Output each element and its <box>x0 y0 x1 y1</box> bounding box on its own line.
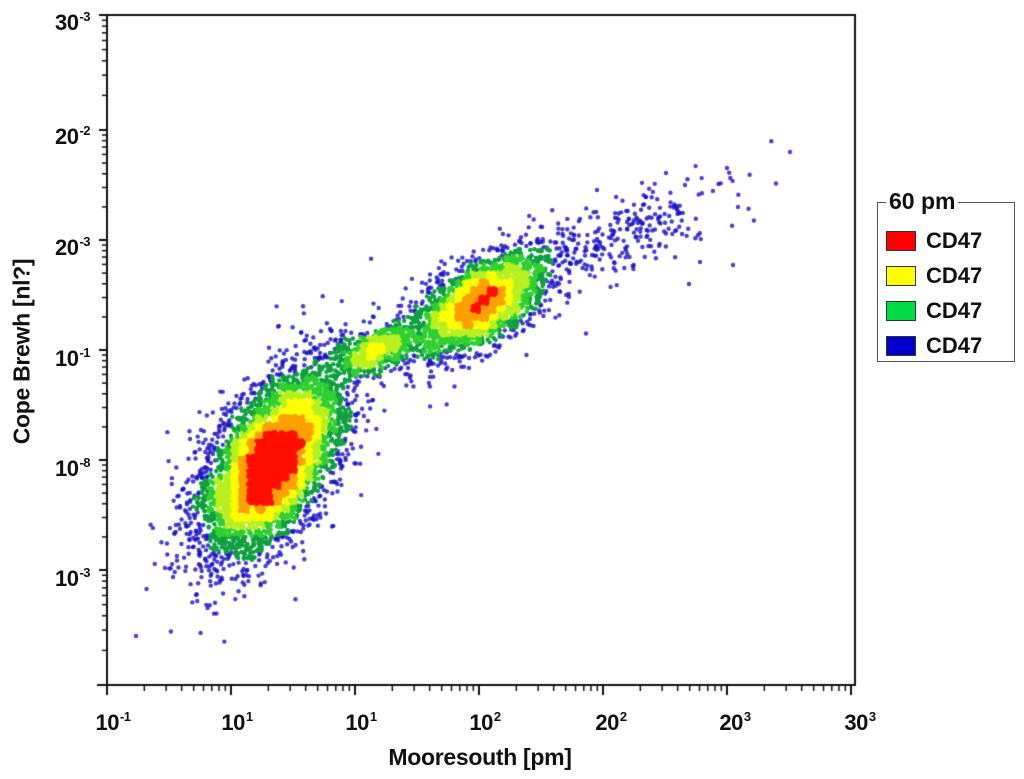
legend-label: CD47 <box>926 263 983 288</box>
y-tick-label: 30-3 <box>54 9 91 35</box>
y-tick-label: 20-2 <box>54 123 91 149</box>
legend-label: CD47 <box>926 333 983 358</box>
legend-label: CD47 <box>926 298 983 323</box>
y-tick-label: 20-3 <box>54 234 91 260</box>
x-tick-label: 101 <box>221 709 253 735</box>
y-tick-label: 10-3 <box>54 565 91 591</box>
legend-swatch-blue <box>886 336 916 356</box>
y-tick-label: 10-1 <box>54 345 91 371</box>
x-axis-label: Mooresouth [pm] <box>388 744 572 770</box>
legend-item-blue: CD47 <box>886 333 982 359</box>
legend-title: 60 pm <box>886 189 959 213</box>
legend-label: CD47 <box>926 228 983 253</box>
x-tick-label: 303 <box>844 709 876 735</box>
x-tick-label: 101 <box>345 709 377 735</box>
legend: 60 pm CD47 CD47 CD47 CD47 <box>877 189 1015 362</box>
legend-swatch-yellow <box>886 266 916 286</box>
x-tick-label: 102 <box>469 709 501 735</box>
x-tick-label: 202 <box>595 709 627 735</box>
x-tick-label: 10-1 <box>95 709 131 735</box>
y-tick-label: 10-8 <box>54 455 91 481</box>
legend-item-yellow: CD47 <box>886 263 982 289</box>
legend-item-red: CD47 <box>886 228 982 254</box>
y-axis-label: Cope Brewh [nl?] <box>8 258 35 445</box>
legend-item-green: CD47 <box>886 298 982 324</box>
legend-swatch-red <box>886 231 916 251</box>
legend-swatch-green <box>886 301 916 321</box>
x-tick-label: 203 <box>719 709 751 735</box>
